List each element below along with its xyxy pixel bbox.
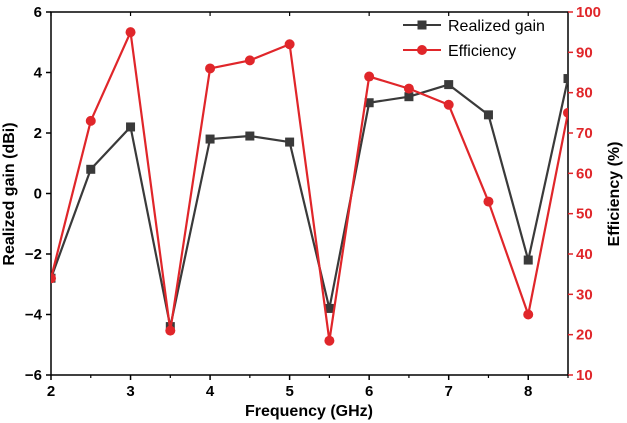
x-tick-label: 3 [126,383,134,400]
left-axis-ticks: −6 −4 −2 0 2 4 6 [25,4,51,384]
legend-gain-label: Realized gain [448,18,545,35]
x-tick-label: 6 [365,383,373,400]
data-point-realized-gain [523,255,533,265]
data-point-realized-gain [483,110,493,120]
x-tick-label: 5 [285,383,293,400]
right-tick-label: 40 [576,246,593,263]
data-point-realized-gain [563,74,568,84]
left-tick-label: 6 [34,4,42,21]
legend-efficiency-marker [417,45,427,55]
data-point-efficiency [443,99,454,110]
series-line-efficiency [51,31,568,342]
data-point-efficiency [51,273,56,284]
right-tick-label: 20 [576,327,593,344]
data-point-realized-gain [86,164,96,174]
data-point-realized-gain [285,137,295,147]
left-tick-label: 4 [34,65,43,82]
y-axis-right-title: Efficiency (%) [606,142,623,247]
left-tick-label: −2 [25,246,42,263]
x-tick-label: 2 [47,383,55,400]
right-tick-label: 80 [576,85,593,102]
data-point-realized-gain [324,303,334,313]
x-tick-label: 7 [445,383,453,400]
data-point-realized-gain [205,134,215,144]
series-layer [51,27,568,346]
right-tick-label: 10 [576,367,593,384]
data-point-realized-gain [404,92,414,102]
y-axis-left-title: Realized gain (dBi) [1,122,18,265]
data-point-efficiency [523,309,534,320]
data-point-efficiency [284,39,295,50]
data-point-efficiency [125,27,136,38]
data-point-realized-gain [364,98,374,108]
data-point-efficiency [85,115,96,126]
data-point-efficiency [483,196,494,207]
data-point-efficiency [244,55,255,66]
right-tick-label: 100 [576,4,601,21]
x-axis-ticks: 2 3 4 5 6 7 8 [47,12,569,400]
data-point-realized-gain [444,80,454,90]
left-tick-label: −4 [25,307,43,324]
legend-efficiency-label: Efficiency [448,43,516,60]
left-tick-label: 0 [34,186,42,203]
data-point-efficiency [403,83,414,94]
legend: Realized gain Efficiency [403,18,545,60]
right-tick-label: 90 [576,44,593,61]
right-axis-ticks: 10 20 30 40 50 60 70 80 90 100 [568,4,601,384]
series-line-realized-gain [51,78,568,328]
x-tick-label: 4 [206,383,215,400]
data-point-realized-gain [126,122,136,132]
right-tick-label: 50 [576,206,593,223]
data-point-efficiency [563,107,568,118]
data-point-efficiency [205,63,216,74]
data-point-efficiency [364,71,375,82]
x-tick-label: 8 [524,383,532,400]
right-tick-label: 30 [576,286,593,303]
right-tick-label: 70 [576,125,593,142]
data-point-efficiency [324,335,335,346]
x-axis-title: Frequency (GHz) [245,403,373,420]
data-point-realized-gain [245,131,255,141]
legend-gain-marker [417,20,427,30]
right-tick-label: 60 [576,165,593,182]
data-point-efficiency [165,325,176,336]
left-tick-label: −6 [25,367,42,384]
left-tick-label: 2 [34,125,42,142]
